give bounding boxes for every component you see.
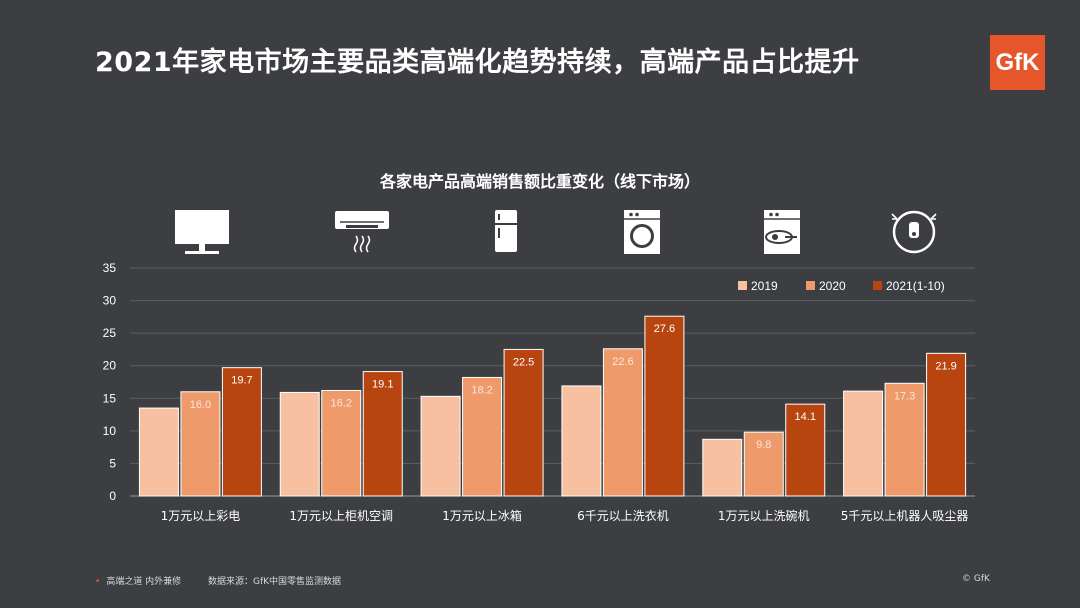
y-tick-label: 15 bbox=[103, 391, 117, 405]
bar bbox=[926, 352, 967, 497]
data-label: 27.6 bbox=[654, 323, 675, 335]
dishwasher-icon bbox=[764, 210, 800, 254]
bar bbox=[503, 348, 544, 497]
legend-swatch bbox=[873, 281, 882, 290]
data-label: 21.9 bbox=[935, 360, 956, 372]
x-axis-labels: 1万元以上彩电 1万元以上柜机空调 1万元以上冰箱 6千元以上洗衣机 1万元以上洗碗机 5… bbox=[161, 508, 969, 523]
category-icons bbox=[175, 210, 937, 254]
legend-swatch bbox=[738, 281, 747, 290]
data-label: 14.1 bbox=[795, 411, 816, 423]
refrigerator-icon bbox=[495, 210, 517, 252]
y-tick-label: 20 bbox=[103, 359, 117, 373]
y-tick-label: 30 bbox=[103, 294, 117, 308]
bar bbox=[180, 391, 221, 497]
bar bbox=[843, 390, 884, 497]
bullet-icon: • bbox=[95, 577, 101, 587]
bar bbox=[702, 438, 743, 497]
data-label: 16.0 bbox=[190, 399, 211, 411]
y-tick-label: 35 bbox=[103, 261, 117, 275]
washing-machine-icon bbox=[624, 210, 660, 254]
x-tick-label: 1万元以上彩电 bbox=[161, 509, 241, 523]
bar bbox=[462, 376, 503, 497]
bar bbox=[321, 389, 362, 497]
bar bbox=[785, 403, 826, 497]
data-label: 17.3 bbox=[894, 390, 915, 402]
data-label: 19.1 bbox=[372, 379, 393, 391]
footer-copyright: © GfK bbox=[962, 574, 990, 584]
legend-label: 2020 bbox=[819, 279, 846, 293]
y-axis: 0 5 10 15 20 25 30 35 bbox=[103, 261, 117, 503]
tv-icon bbox=[175, 210, 229, 254]
legend-swatch bbox=[806, 281, 815, 290]
data-labels: 16.0 19.7 16.2 19.1 18.2 22.5 22.6 27.6 9.8 14.1 1… bbox=[190, 323, 957, 451]
bar bbox=[884, 382, 925, 497]
x-tick-label: 1万元以上冰箱 bbox=[442, 508, 522, 523]
legend-label: 2021(1-10) bbox=[886, 279, 945, 293]
chart-title: 各家电产品高端销售额比重变化（线下市场） bbox=[379, 172, 700, 191]
page-title: 2021年家电市场主要品类高端化趋势持续，高端产品占比提升 bbox=[95, 47, 860, 78]
data-label: 22.6 bbox=[612, 356, 633, 368]
y-tick-label: 10 bbox=[103, 424, 117, 438]
data-label: 19.7 bbox=[231, 375, 252, 387]
bar bbox=[602, 348, 643, 497]
legend: 2019 2020 2021(1-10) bbox=[738, 279, 945, 293]
y-tick-label: 25 bbox=[103, 326, 117, 340]
x-tick-label: 1万元以上柜机空调 bbox=[289, 509, 393, 523]
data-label: 22.5 bbox=[513, 356, 534, 368]
bar bbox=[279, 391, 320, 497]
x-tick-label: 5千元以上机器人吸尘器 bbox=[841, 509, 969, 523]
footer-source: 数据来源：GfK中国零售监测数据 bbox=[208, 577, 342, 587]
robot-vacuum-icon bbox=[891, 210, 937, 254]
x-tick-label: 1万元以上洗碗机 bbox=[718, 508, 810, 523]
x-tick-label: 6千元以上洗衣机 bbox=[577, 508, 669, 523]
bar bbox=[362, 371, 403, 497]
data-label: 16.2 bbox=[331, 397, 352, 409]
grid-lines bbox=[130, 267, 975, 497]
air-conditioner-icon bbox=[335, 211, 389, 253]
footer-slogan-text: 高端之道 内外兼修 bbox=[106, 577, 182, 587]
y-tick-label: 0 bbox=[109, 489, 116, 503]
data-label: 18.2 bbox=[471, 384, 492, 396]
footer-slogan: • 高端之道 内外兼修 bbox=[95, 574, 181, 587]
legend-label: 2019 bbox=[751, 279, 778, 293]
bars bbox=[138, 315, 967, 497]
y-tick-label: 5 bbox=[109, 456, 116, 470]
bar bbox=[644, 315, 685, 497]
gfk-logo: GfK bbox=[990, 35, 1045, 90]
bar bbox=[221, 367, 262, 497]
bar bbox=[561, 385, 602, 497]
data-label: 9.8 bbox=[756, 439, 771, 451]
bar bbox=[138, 407, 179, 497]
bar bbox=[743, 431, 784, 497]
bar bbox=[420, 395, 461, 497]
